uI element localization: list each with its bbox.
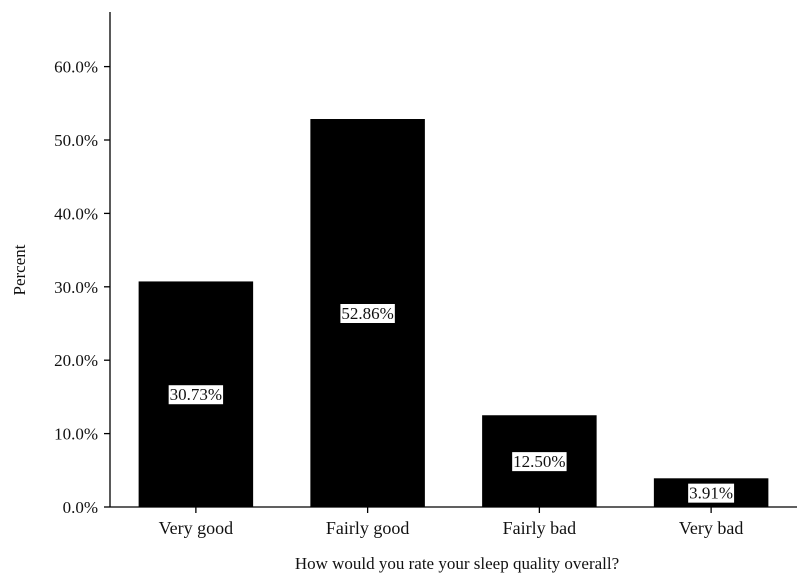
y-tick-label: 0.0%	[63, 498, 98, 517]
bar-data-labels: 30.73% 52.86% 12.50% 3.91%	[168, 304, 735, 503]
y-tick-label: 50.0%	[54, 131, 98, 150]
y-axis: 0.0% 10.0% 20.0% 30.0% 40.0% 50.0% 60.0%	[54, 12, 111, 517]
bar-data-label: 3.91%	[688, 483, 735, 503]
x-tick-label: Fairly good	[326, 518, 410, 538]
data-label-text: 12.50%	[513, 452, 565, 471]
y-tick-label: 20.0%	[54, 351, 98, 370]
bar-data-label: 52.86%	[340, 304, 395, 324]
x-tick-label: Very good	[159, 518, 234, 538]
y-tick-label: 30.0%	[54, 278, 98, 297]
data-label-background	[168, 385, 224, 405]
x-tick-label: Fairly bad	[503, 518, 577, 538]
data-label-text: 52.86%	[341, 304, 393, 323]
data-label-background	[512, 452, 567, 472]
x-tick-label: Very bad	[679, 518, 743, 538]
x-axis-title: How would you rate your sleep quality ov…	[295, 554, 619, 573]
y-axis-title: Percent	[10, 244, 29, 295]
y-tick-label: 40.0%	[54, 204, 98, 223]
bar-data-label: 12.50%	[512, 452, 567, 472]
bar-data-label: 30.73%	[168, 385, 224, 405]
data-label-text: 3.91%	[689, 484, 733, 503]
bars	[138, 119, 769, 507]
x-axis: Very good Fairly good Fairly bad Very bad	[110, 506, 797, 538]
data-label-text: 30.73%	[170, 385, 222, 404]
y-tick-label: 10.0%	[54, 425, 98, 444]
y-tick-label: 60.0%	[54, 58, 98, 77]
data-label-background	[688, 483, 735, 503]
data-label-background	[340, 304, 395, 324]
